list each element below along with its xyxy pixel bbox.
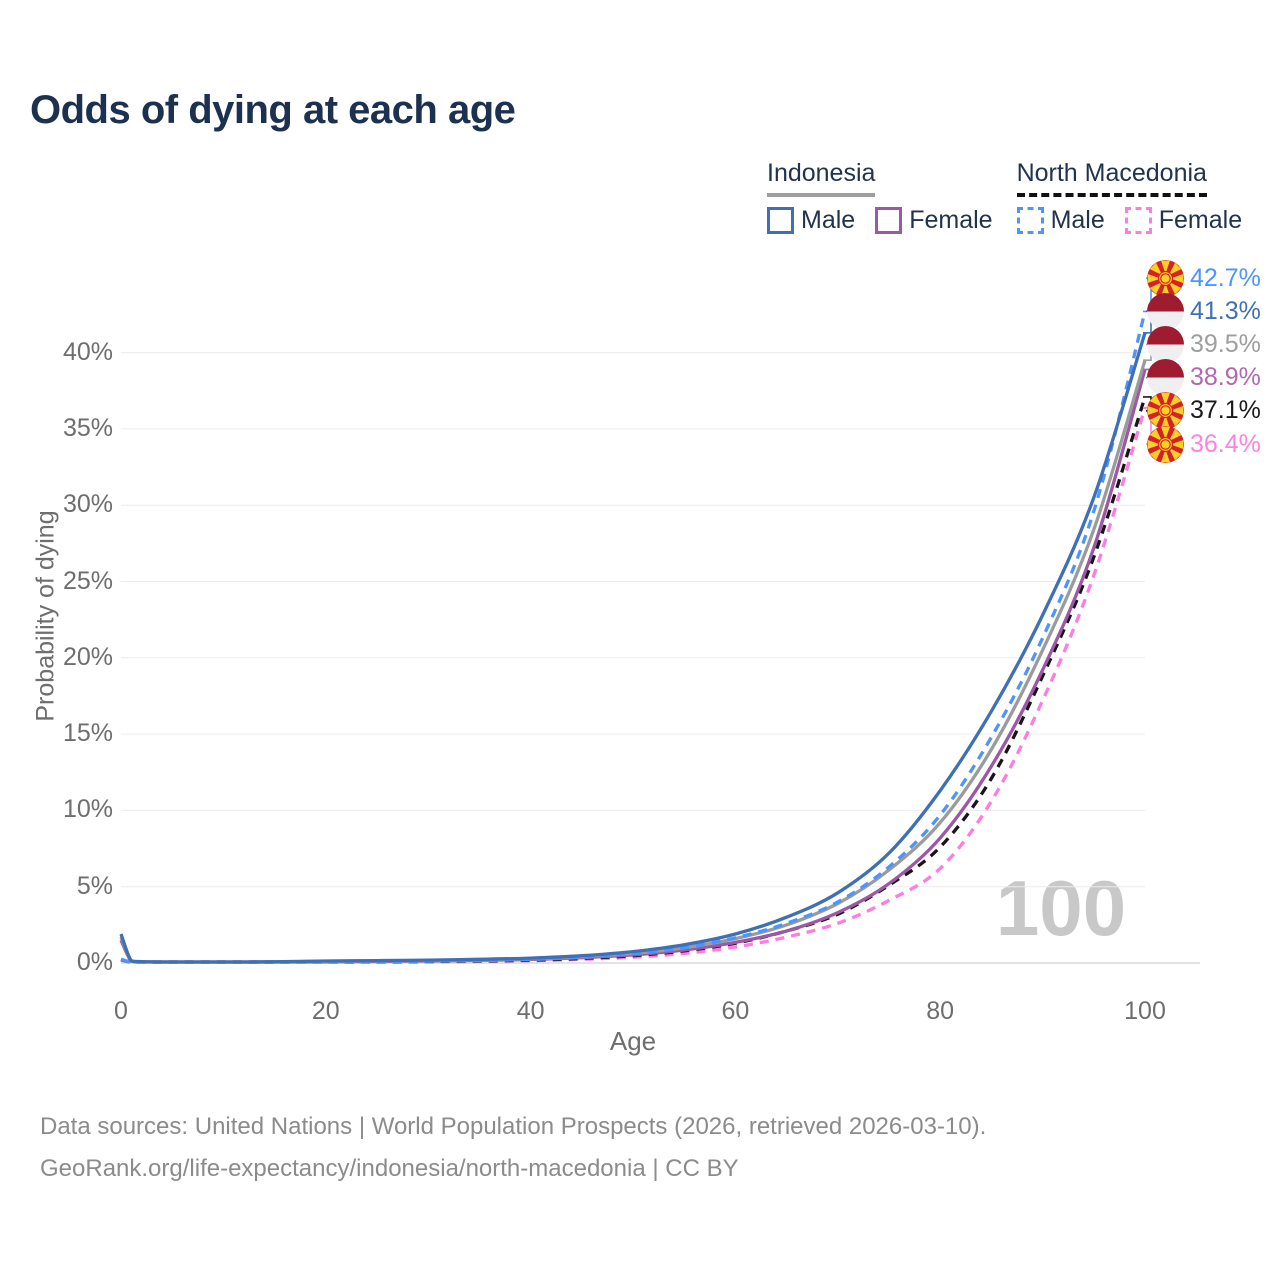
legend-group-north-macedonia: North Macedonia Male Female [1016, 159, 1243, 235]
end-label-value: 41.3% [1190, 296, 1261, 325]
legend-row-north-macedonia: Male Female [1016, 205, 1243, 235]
page-title: Odds of dying at each age [30, 88, 516, 132]
end-label-value: 37.1% [1190, 396, 1261, 425]
x-tick-label: 80 [926, 997, 955, 1025]
north-macedonia-flag-icon [1147, 259, 1184, 297]
end-label-indonesia_combined: 39.5% [1147, 325, 1261, 363]
series-line-north_macedonia_combined [120, 396, 1147, 964]
legend-item-indonesia-male[interactable]: Male [767, 206, 855, 235]
end-label-indonesia_female: 38.9% [1147, 359, 1261, 397]
legend-item-indonesia-female[interactable]: Female [875, 205, 993, 235]
y-tick-label: 10% [62, 795, 113, 824]
end-label-north_macedonia_female: 36.4% [1147, 425, 1261, 463]
legend-item-label: Male [1050, 205, 1105, 234]
legend-item-label: Female [909, 205, 993, 234]
series-line-north_macedonia_female [120, 407, 1147, 964]
footer: Data sources: United Nations | World Pop… [40, 1106, 986, 1190]
y-tick-label: 0% [76, 948, 113, 976]
indonesia-male-swatch-icon [767, 206, 794, 234]
footer-data-sources: Data sources: United Nations | World Pop… [40, 1113, 987, 1140]
legend-item-label: Female [1158, 205, 1243, 234]
series-line-north_macedonia_male [120, 310, 1147, 964]
footer-attribution: GeoRank.org/life-expectancy/indonesia/no… [40, 1155, 739, 1182]
legend-row-indonesia: Male Female [767, 206, 993, 235]
x-tick-label: 20 [311, 997, 340, 1025]
legend-item-north-macedonia-female[interactable]: Female [1124, 205, 1243, 235]
y-tick-label: 35% [62, 413, 113, 442]
x-tick-label: 40 [516, 997, 545, 1025]
north-macedonia-flag-icon [1147, 425, 1184, 463]
north-macedonia-female-swatch-icon [1124, 206, 1152, 234]
legend-country-north-macedonia[interactable]: North Macedonia [1016, 159, 1207, 197]
y-tick-label: 20% [62, 642, 113, 671]
indonesia-female-swatch-icon [875, 206, 903, 234]
indonesia-flag-icon [1147, 325, 1184, 363]
x-tick-label: 60 [721, 997, 750, 1025]
y-tick-label: 15% [62, 719, 113, 748]
age-watermark: 100 [995, 864, 1127, 952]
end-label-value: 39.5% [1190, 329, 1261, 358]
x-tick-label: 100 [1124, 997, 1166, 1025]
series-line-indonesia_female [119, 368, 1147, 964]
legend-country-indonesia[interactable]: Indonesia [767, 159, 876, 197]
y-tick-label: 40% [62, 337, 113, 366]
indonesia-flag-icon [1147, 292, 1184, 330]
end-label-value: 42.7% [1190, 263, 1261, 292]
legend: Indonesia Male Female North Macedonia Ma… [767, 159, 1243, 235]
series-line-indonesia_combined [119, 359, 1147, 964]
legend-item-label: Male [801, 205, 856, 234]
end-label-indonesia_male: 41.3% [1147, 292, 1261, 330]
end-label-value: 36.4% [1190, 429, 1261, 458]
indonesia-flag-icon [1147, 359, 1184, 397]
end-label-north_macedonia_male: 42.7% [1147, 259, 1261, 297]
legend-item-north-macedonia-male[interactable]: Male [1016, 205, 1105, 235]
y-tick-label: 25% [62, 566, 113, 595]
y-tick-label: 30% [62, 490, 113, 519]
x-axis-title: Age [609, 1026, 657, 1056]
y-tick-label: 5% [76, 871, 113, 900]
north-macedonia-male-swatch-icon [1016, 206, 1044, 234]
legend-group-indonesia: Indonesia Male Female [767, 159, 993, 235]
north-macedonia-flag-icon [1147, 392, 1184, 430]
end-label-value: 38.9% [1190, 363, 1261, 392]
x-tick-label: 0 [114, 997, 128, 1025]
series-line-indonesia_male [119, 332, 1147, 964]
